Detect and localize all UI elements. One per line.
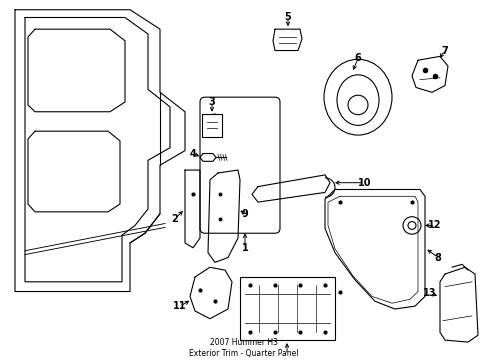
Text: 8: 8	[434, 252, 441, 262]
Text: 2007 Hummer H3
Exterior Trim - Quarter Panel: 2007 Hummer H3 Exterior Trim - Quarter P…	[189, 338, 298, 357]
Text: 13: 13	[423, 288, 436, 298]
Text: 9: 9	[241, 209, 248, 219]
Text: 6: 6	[354, 53, 361, 63]
FancyBboxPatch shape	[202, 114, 222, 137]
Text: 3: 3	[208, 97, 215, 107]
Text: 10: 10	[358, 178, 371, 188]
FancyBboxPatch shape	[200, 97, 280, 233]
Text: 5: 5	[284, 13, 291, 22]
Text: 1: 1	[241, 243, 248, 253]
Text: 4: 4	[189, 149, 196, 158]
Text: 12: 12	[427, 220, 441, 230]
Text: 7: 7	[441, 45, 447, 55]
Text: 2: 2	[171, 213, 178, 224]
Text: 11: 11	[173, 301, 186, 311]
